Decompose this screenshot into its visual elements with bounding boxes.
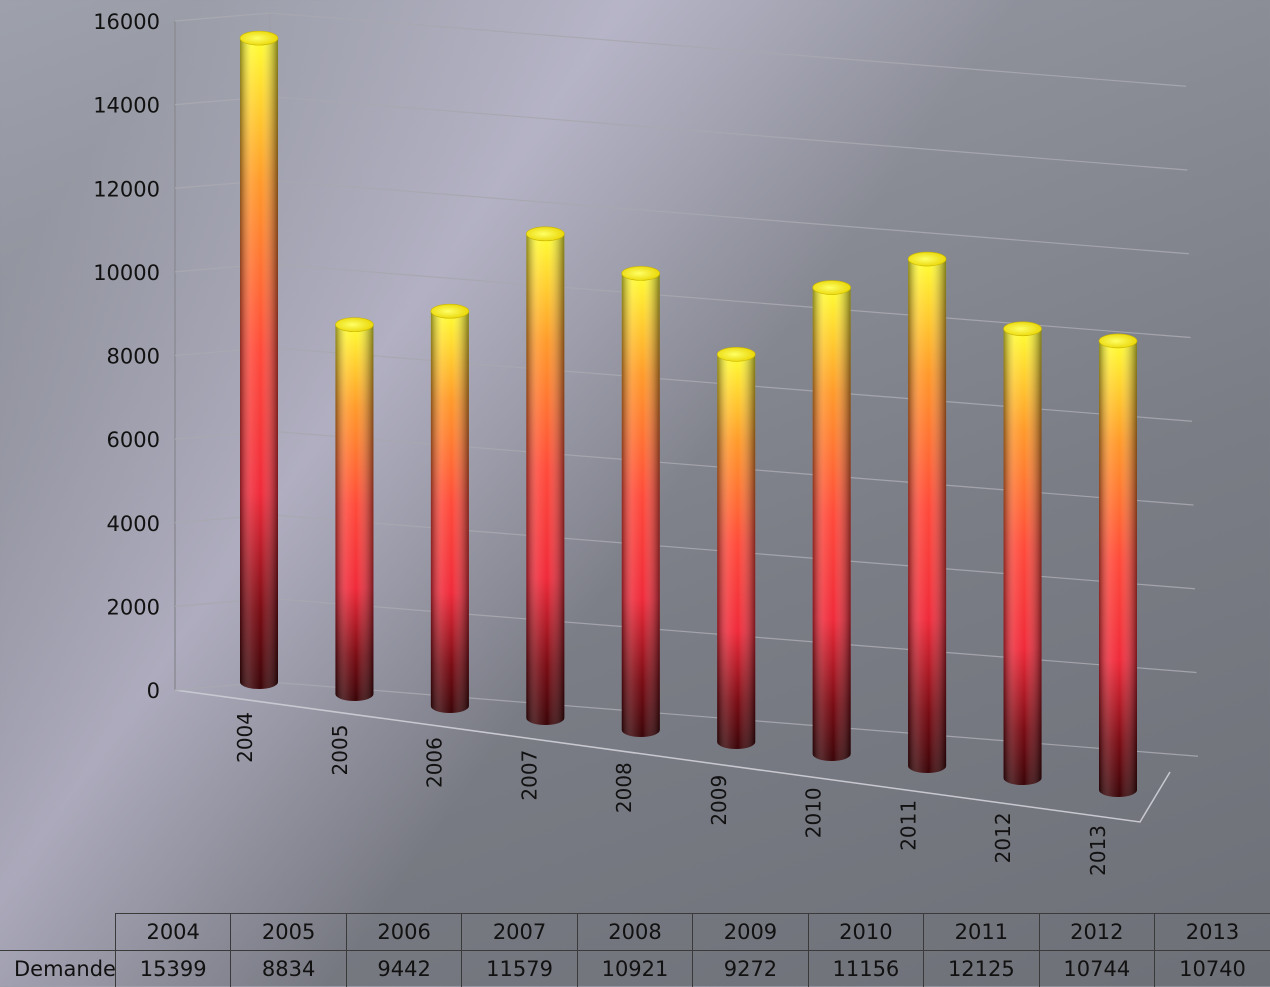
x-tick-label: 2004	[233, 712, 257, 763]
bar	[622, 266, 660, 737]
bar-cap	[526, 227, 564, 241]
table-header-cell: 2012	[1039, 914, 1154, 951]
bars	[240, 31, 1137, 797]
table-cell: 15399	[115, 951, 230, 987]
x-tick-label: 2005	[328, 725, 352, 776]
y-tick-label: 14000	[93, 94, 160, 118]
bar-shading	[240, 38, 278, 689]
table-header-cell: 2009	[693, 914, 808, 951]
bar	[908, 252, 946, 773]
x-tick-label: 2012	[991, 812, 1015, 863]
bar-cap	[335, 318, 373, 332]
y-tick-label: 2000	[107, 595, 160, 619]
gridline	[270, 97, 1188, 170]
bar	[431, 304, 469, 713]
bar	[526, 227, 564, 725]
bar-cap	[908, 252, 946, 266]
bar-shading	[526, 234, 564, 725]
table-cell: 11579	[462, 951, 577, 987]
table-header-cell: 2011	[924, 914, 1039, 951]
bar-shading	[335, 325, 373, 701]
y-tick-label: 12000	[93, 177, 160, 201]
bar	[240, 31, 278, 689]
x-tick-label: 2007	[517, 750, 541, 801]
bar	[1099, 334, 1137, 797]
x-tick-label: 2011	[896, 800, 920, 851]
table-row: Demandes de visa 15399 8834 9442 11579 1…	[0, 951, 1270, 987]
bar-shading	[1004, 329, 1042, 785]
bar-shading	[431, 311, 469, 713]
bar-shading	[813, 288, 851, 761]
gridline	[270, 180, 1189, 254]
x-tick-label: 2013	[1086, 825, 1110, 876]
bar	[813, 281, 851, 761]
bar-cap	[1099, 334, 1137, 348]
table-cell: 10921	[577, 951, 692, 987]
x-tick-label: 2010	[802, 787, 826, 838]
y-tick-label: 0	[147, 679, 160, 703]
table-cell: 12125	[924, 951, 1039, 987]
table-header-row: 2004 2005 2006 2007 2008 2009 2010 2011 …	[0, 914, 1270, 951]
y-tick-label: 10000	[93, 261, 160, 285]
table-header-cell: 2008	[577, 914, 692, 951]
bar-cap	[1004, 322, 1042, 336]
chart: 0 2000 4000 6000 8000 10000 12000 14000 16000 20…	[0, 0, 1270, 910]
bar	[1004, 322, 1042, 785]
table-corner	[0, 914, 115, 951]
x-tick-label: 2008	[612, 762, 636, 813]
y-tick-label: 8000	[107, 345, 160, 369]
table-header-cell: 2007	[462, 914, 577, 951]
table-cell: 11156	[808, 951, 923, 987]
bar	[717, 347, 755, 749]
gridline	[270, 264, 1191, 338]
table-header-cell: 2004	[115, 914, 230, 951]
table-row-label: Demandes de visa	[0, 951, 115, 987]
x-tick-label: 2006	[423, 737, 447, 788]
bar-shading	[717, 354, 755, 749]
table-cell: 8834	[231, 951, 346, 987]
bar-cap	[431, 304, 469, 318]
bar-shading	[1099, 341, 1137, 797]
table-cell: 9272	[693, 951, 808, 987]
gridlines	[175, 13, 1198, 756]
bar-shading	[622, 273, 660, 737]
table-header-cell: 2010	[808, 914, 923, 951]
table-header-cell: 2005	[231, 914, 346, 951]
table-cell: 9442	[346, 951, 461, 987]
bar	[335, 318, 373, 701]
y-tick-label: 16000	[93, 10, 160, 34]
x-axis-labels: 2004 2005 2006 2007 2008 2009 2010 2011 2012 2013	[233, 712, 1110, 876]
bar-shading	[908, 259, 946, 773]
table-header-cell: 2013	[1155, 914, 1270, 951]
data-table: 2004 2005 2006 2007 2008 2009 2010 2011 …	[0, 913, 1270, 987]
gridline	[270, 13, 1186, 86]
bar-cap	[813, 281, 851, 295]
y-axis-ticks: 0 2000 4000 6000 8000 10000 12000 14000 16000	[93, 10, 160, 703]
gridline-wall	[175, 13, 270, 21]
bar-cap	[717, 347, 755, 361]
table-cell: 10744	[1039, 951, 1154, 987]
y-tick-label: 4000	[107, 512, 160, 536]
x-tick-label: 2009	[707, 775, 731, 826]
bar-cap	[240, 31, 278, 45]
table-header-cell: 2006	[346, 914, 461, 951]
bar-cap	[622, 266, 660, 280]
table-cell: 10740	[1155, 951, 1270, 987]
y-tick-label: 6000	[107, 428, 160, 452]
